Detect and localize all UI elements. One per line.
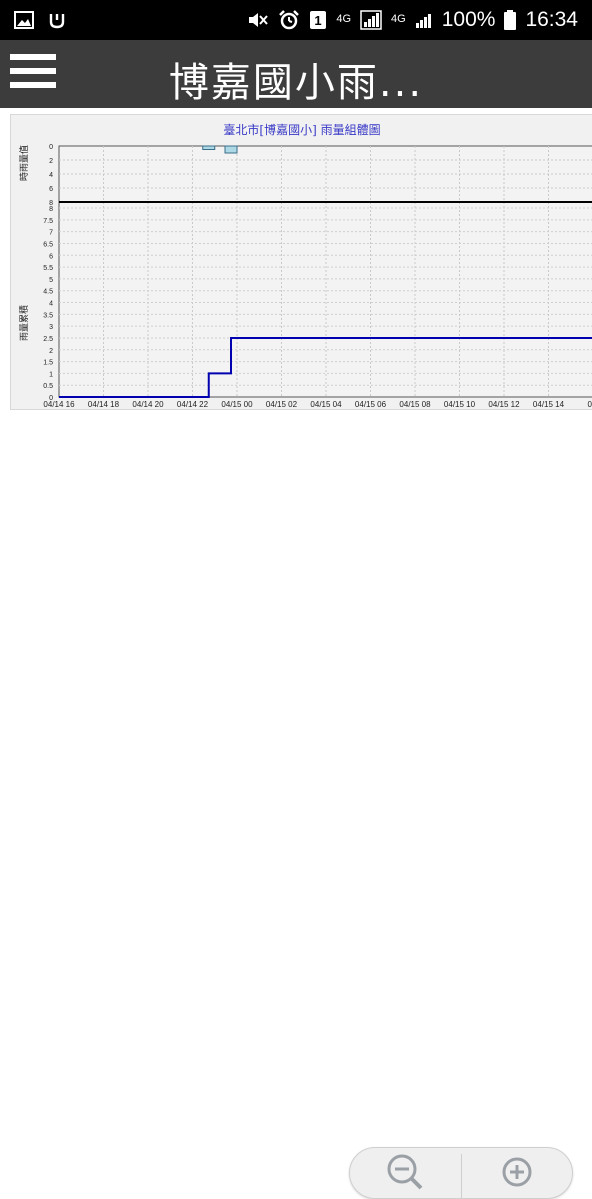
x-tick-label: 04/15 04 xyxy=(310,400,342,409)
rain-bar xyxy=(202,145,216,150)
bottom-y-tick-label: 5.5 xyxy=(43,265,53,272)
mute-icon xyxy=(247,10,269,30)
app-bar: 博嘉國小雨... xyxy=(0,40,592,108)
x-tick-label: 04/15 00 xyxy=(221,400,253,409)
bottom-y-tick-label: 2 xyxy=(49,348,53,355)
bottom-y-tick-label: 4 xyxy=(49,301,53,308)
bottom-y-tick-label: 6.5 xyxy=(43,241,53,248)
status-bar: 1 4G 4G 100% 16:34 xyxy=(0,0,592,40)
signal-bars-icon xyxy=(415,11,433,29)
bottom-y-tick-label: 1.5 xyxy=(43,360,53,367)
x-tick-label: 04/15 08 xyxy=(399,400,431,409)
battery-icon xyxy=(504,10,517,30)
x-tick-label: 04/15 10 xyxy=(444,400,476,409)
top-y-tick-label: 6 xyxy=(49,186,53,193)
zoom-divider xyxy=(460,1154,462,1198)
rainfall-chart: 臺北市[博嘉國小] 雨量組體圖 04/14 16 04/14 18 04/14 20 0… xyxy=(10,114,592,410)
bottom-y-tick-label: 0 xyxy=(49,395,53,402)
svg-text:1: 1 xyxy=(315,13,322,28)
bottom-y-tick-label: 8 xyxy=(49,206,53,213)
bottom-y-tick-label: 0.5 xyxy=(43,383,53,390)
x-tick-label: 04/15 14 xyxy=(533,400,565,409)
x-tick-label: 04/14 22 xyxy=(177,400,209,409)
cumulative-rain-line xyxy=(59,336,592,398)
hamburger-menu-icon[interactable] xyxy=(10,54,56,94)
top-y-tick-label: 2 xyxy=(49,158,53,165)
rain-bar xyxy=(224,145,238,154)
bottom-y-tick-label: 1 xyxy=(49,371,53,378)
bottom-y-tick-label: 5 xyxy=(49,277,53,284)
top-y-axis-label: 時雨量值 xyxy=(18,145,30,181)
zoom-in-button[interactable] xyxy=(462,1148,573,1198)
zoom-out-button[interactable] xyxy=(350,1148,461,1198)
page-title: 博嘉國小雨... xyxy=(168,60,424,106)
top-y-tick-label: 4 xyxy=(49,172,53,179)
bottom-y-tick-label: 6 xyxy=(49,253,53,260)
network-type-2: 4G xyxy=(391,13,406,25)
signal-icon xyxy=(360,10,382,30)
x-tick-label: 04/15 02 xyxy=(266,400,298,409)
clock: 16:34 xyxy=(525,8,578,31)
battery-percent: 100% xyxy=(441,8,496,31)
zoom-out-icon xyxy=(385,1152,425,1196)
sim-1-icon: 1 xyxy=(309,10,327,30)
x-tick-label: 04/14 16 xyxy=(43,400,75,409)
x-tick-label: 04/15 12 xyxy=(488,400,520,409)
zoom-control xyxy=(349,1147,573,1199)
top-y-tick-label: 8 xyxy=(49,200,53,207)
alarm-icon xyxy=(278,9,300,31)
bottom-y-tick-label: 7.5 xyxy=(43,218,53,225)
bottom-y-tick-label: 4.5 xyxy=(43,289,53,296)
x-tick-label: 04/ xyxy=(587,400,592,409)
bottom-y-tick-label: 7 xyxy=(49,230,53,237)
gallery-icon xyxy=(14,11,34,29)
bottom-y-axis-label: 雨量累積 xyxy=(18,305,30,341)
bottom-y-tick-label: 3.5 xyxy=(43,312,53,319)
mi-icon xyxy=(48,11,66,29)
x-tick-label: 04/14 18 xyxy=(88,400,120,409)
x-tick-label: 04/14 20 xyxy=(132,400,164,409)
bottom-y-tick-label: 2.5 xyxy=(43,336,53,343)
chart-title: 臺北市[博嘉國小] 雨量組體圖 xyxy=(223,122,380,137)
network-type-1: 4G xyxy=(336,13,352,25)
x-tick-label: 04/15 06 xyxy=(355,400,387,409)
zoom-in-icon xyxy=(497,1152,537,1196)
top-y-tick-label: 0 xyxy=(49,144,53,151)
bottom-y-tick-label: 3 xyxy=(49,324,53,331)
